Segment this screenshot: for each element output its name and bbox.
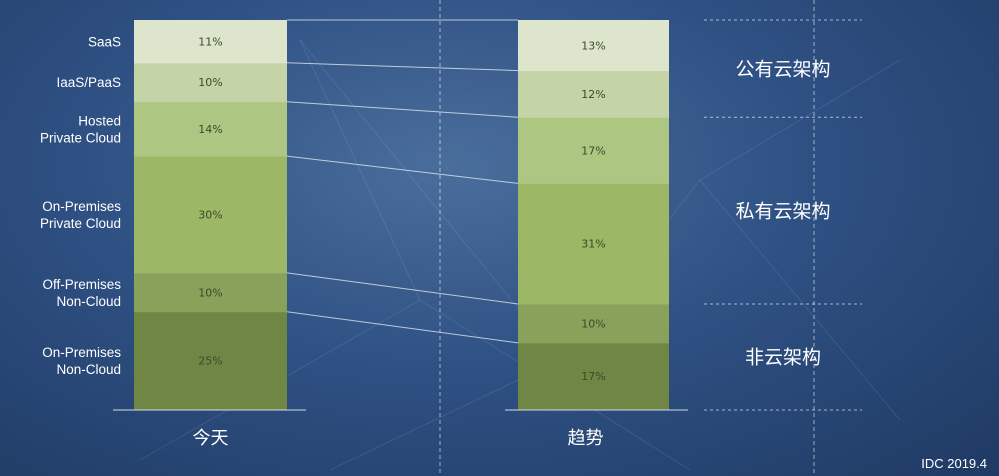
bar-segment-hosted-private-cloud-1 bbox=[518, 117, 669, 184]
connector-lines bbox=[286, 19, 519, 344]
bar-segment-iaas-paas-0 bbox=[134, 62, 287, 103]
bar-segment-saas-0 bbox=[134, 20, 287, 64]
network-line-0 bbox=[299, 39, 561, 361]
x-category-label-1: 趋势 bbox=[568, 428, 604, 449]
bar-segment-hosted-private-cloud-0 bbox=[134, 101, 287, 157]
value-label-on-premises-private-cloud-0: 30% bbox=[198, 209, 222, 222]
category-label-hosted-private-cloud-1: Private Cloud bbox=[40, 130, 121, 145]
connector-line-5 bbox=[286, 62, 519, 72]
group-label-1: 私有云架构 bbox=[735, 201, 830, 223]
bar-segment-off-premises-non-cloud-0 bbox=[134, 272, 287, 313]
bar-segment-off-premises-non-cloud-1 bbox=[518, 303, 669, 344]
network-line-7 bbox=[699, 59, 901, 181]
bar-segment-iaas-paas-1 bbox=[518, 70, 669, 118]
bar-segment-on-premises-non-cloud-1 bbox=[518, 342, 669, 410]
connector-line-2 bbox=[286, 272, 519, 305]
x-category-label-0: 今天 bbox=[193, 428, 229, 449]
value-label-iaas-paas-1: 12% bbox=[581, 88, 605, 101]
category-label-hosted-private-cloud-0: Hosted bbox=[78, 113, 121, 128]
value-label-saas-1: 13% bbox=[581, 39, 605, 52]
bar-segment-on-premises-private-cloud-0 bbox=[134, 156, 287, 274]
value-label-saas-0: 11% bbox=[198, 35, 222, 48]
network-line-5 bbox=[699, 179, 901, 421]
bars-layer bbox=[134, 20, 669, 410]
value-label-hosted-private-cloud-1: 17% bbox=[581, 144, 605, 157]
category-label-on-premises-non-cloud-0: On-Premises bbox=[42, 345, 121, 360]
connector-line-1 bbox=[286, 311, 519, 344]
category-label-on-premises-private-cloud-1: Private Cloud bbox=[40, 216, 121, 231]
value-label-on-premises-non-cloud-1: 17% bbox=[581, 370, 605, 383]
category-label-saas-0: SaaS bbox=[88, 34, 121, 49]
network-line-2 bbox=[299, 39, 421, 301]
labels-layer: 25% 17% 10% 10% 30% 31% 14% 17% 10% 12% 11% 13% On-P… bbox=[40, 34, 987, 471]
category-label-on-premises-non-cloud-1: Non-Cloud bbox=[56, 362, 121, 377]
value-label-off-premises-non-cloud-0: 10% bbox=[198, 286, 222, 299]
value-label-on-premises-private-cloud-1: 31% bbox=[581, 238, 605, 251]
bar-segment-saas-1 bbox=[518, 20, 669, 72]
group-label-2: 非云架构 bbox=[745, 346, 821, 368]
value-label-iaas-paas-0: 10% bbox=[198, 76, 222, 89]
value-label-off-premises-non-cloud-1: 10% bbox=[581, 317, 605, 330]
value-label-hosted-private-cloud-0: 14% bbox=[198, 123, 222, 136]
category-label-off-premises-non-cloud-1: Non-Cloud bbox=[56, 294, 121, 309]
connector-line-4 bbox=[286, 101, 519, 118]
category-label-iaas-paas-0: IaaS/PaaS bbox=[56, 75, 121, 90]
category-label-off-premises-non-cloud-0: Off-Premises bbox=[42, 277, 121, 292]
bar-segment-on-premises-non-cloud-0 bbox=[134, 311, 287, 410]
category-label-on-premises-private-cloud-0: On-Premises bbox=[42, 199, 121, 214]
dashed-guide-lines bbox=[113, 0, 862, 476]
value-label-on-premises-non-cloud-0: 25% bbox=[198, 354, 222, 367]
group-label-0: 公有云架构 bbox=[735, 59, 830, 81]
source-note: IDC 2019.4 bbox=[921, 456, 987, 471]
bar-segment-on-premises-private-cloud-1 bbox=[518, 183, 669, 305]
connector-line-3 bbox=[286, 155, 519, 184]
